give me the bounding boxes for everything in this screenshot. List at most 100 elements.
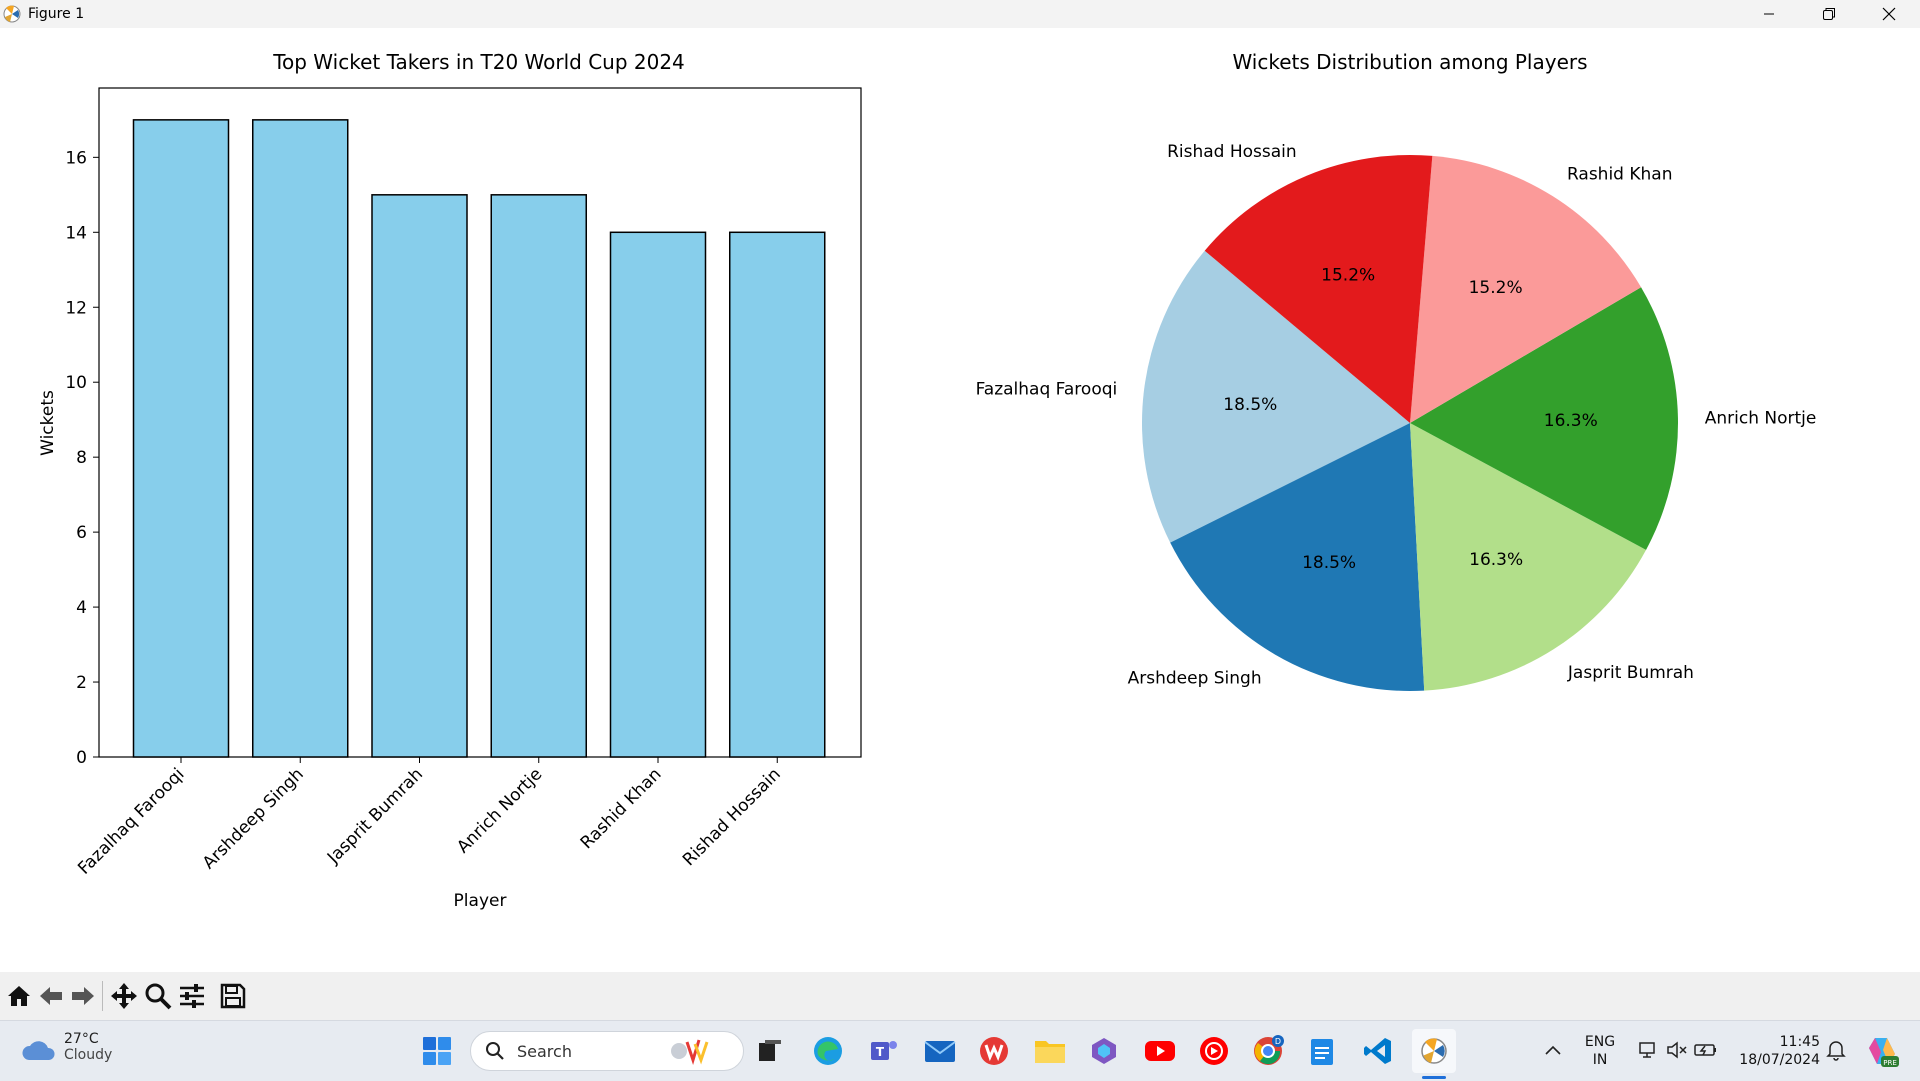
- language-indicator[interactable]: ENG IN: [1580, 1033, 1620, 1069]
- clock-date: 18/07/2024: [1739, 1052, 1820, 1068]
- taskbar-app-youtube[interactable]: [1140, 1033, 1180, 1069]
- pie-slice-fazalhaq-farooqi: [1141, 250, 1410, 543]
- y-tick-label: 12: [65, 298, 87, 318]
- back-arrow-icon: [40, 987, 62, 1005]
- y-tick-label: 14: [65, 223, 87, 243]
- youtube-music-icon: [1200, 1037, 1228, 1065]
- configure-subplots-button[interactable]: [175, 978, 209, 1014]
- task-view-icon: [759, 1040, 781, 1061]
- taskbar-app-edge[interactable]: [808, 1033, 848, 1069]
- matplotlib-toolbar: [0, 972, 1920, 1020]
- home-button[interactable]: [4, 978, 34, 1014]
- y-tick-label: 0: [76, 748, 87, 768]
- pie-slice-arshdeep-singh: [1170, 423, 1425, 691]
- weather-temp: 27°C: [64, 1031, 99, 1047]
- copilot-icon: PRE: [1869, 1038, 1899, 1067]
- y-tick-label: 8: [76, 448, 87, 468]
- restore-icon: [1823, 8, 1835, 20]
- matplotlib-icon: [1421, 1038, 1447, 1064]
- pie-chart-title: Wickets Distribution among Players: [1232, 50, 1587, 74]
- taskbar-app-youtube-music[interactable]: [1194, 1033, 1234, 1069]
- taskbar-search[interactable]: [470, 1031, 744, 1071]
- chevron-up-icon: [1545, 1045, 1561, 1055]
- zoom-icon: [145, 983, 172, 1010]
- copilot-pre-badge: PRE: [1883, 1059, 1897, 1067]
- pie-slice-label: Jasprit Bumrah: [1567, 663, 1694, 683]
- weather-widget[interactable]: [20, 1035, 56, 1065]
- pie-slice-label: Anrich Nortje: [1705, 408, 1817, 428]
- weather-text: 27°C Cloudy: [64, 1031, 112, 1063]
- zoom-button[interactable]: [141, 978, 175, 1014]
- window-titlebar: Figure 1: [0, 0, 1920, 28]
- taskbar-app-notepad[interactable]: [1302, 1033, 1342, 1069]
- save-icon: [220, 983, 246, 1009]
- svg-text:T: T: [876, 1045, 885, 1059]
- bar-jasprit-bumrah: [371, 194, 468, 758]
- taskbar-app-python-figure[interactable]: [1412, 1029, 1456, 1073]
- forward-button[interactable]: [68, 978, 98, 1014]
- bar-fazalhaq-farooqi: [132, 119, 230, 758]
- minimize-button[interactable]: [1740, 0, 1798, 28]
- bar-chart-xlabel: Player: [454, 891, 507, 911]
- close-icon: [1882, 7, 1896, 21]
- windows-taskbar: 27°C Cloudy: [0, 1020, 1920, 1081]
- start-button[interactable]: [418, 1033, 456, 1069]
- configure-subplots-icon: [180, 984, 204, 1008]
- pie-pct-label: 18.5%: [1302, 553, 1356, 573]
- back-button[interactable]: [34, 978, 68, 1014]
- taskbar-app-copilot[interactable]: [1084, 1033, 1124, 1069]
- taskbar-app-vscode[interactable]: [1358, 1033, 1398, 1069]
- figure-canvas[interactable]: Top Wicket Takers in T20 World Cup 2024 …: [0, 28, 1920, 972]
- figure-svg: Top Wicket Takers in T20 World Cup 2024 …: [38, 50, 1817, 911]
- bar-chart-title: Top Wicket Takers in T20 World Cup 2024: [272, 50, 685, 74]
- language-code: ENG: [1584, 1034, 1616, 1050]
- x-tick-label: Rishad Hossain: [679, 764, 785, 870]
- taskbar-app-mail[interactable]: [920, 1033, 960, 1069]
- pie-slice-label: Fazalhaq Farooqi: [976, 379, 1118, 399]
- save-button[interactable]: [213, 978, 253, 1014]
- y-tick-label: 6: [76, 523, 87, 543]
- network-icon: [1639, 1042, 1655, 1058]
- taskbar-app-task-view[interactable]: [752, 1035, 788, 1067]
- taskbar-app-wps[interactable]: [974, 1033, 1014, 1069]
- copilot-app-icon: [1092, 1038, 1116, 1064]
- bell-icon: [1826, 1041, 1846, 1061]
- pie-slice-label: Rashid Khan: [1567, 164, 1673, 184]
- cloud-icon: [22, 1041, 55, 1060]
- taskbar-app-teams[interactable]: T: [864, 1033, 904, 1069]
- window-title: Figure 1: [28, 6, 85, 22]
- bar-arshdeep-singh: [252, 119, 349, 758]
- mail-icon: [924, 1041, 956, 1062]
- bar-chart-ylabel: Wickets: [38, 390, 58, 456]
- pan-button[interactable]: [107, 978, 141, 1014]
- y-tick-label: 10: [65, 373, 87, 393]
- copilot-button[interactable]: PRE: [1862, 1033, 1902, 1069]
- restore-button[interactable]: [1800, 0, 1858, 28]
- matplotlib-icon: [3, 5, 21, 23]
- pie-slice-label: Rishad Hossain: [1167, 142, 1297, 162]
- bar-chart: Top Wicket Takers in T20 World Cup 2024 …: [38, 50, 862, 911]
- system-tray-status[interactable]: [1630, 1037, 1726, 1063]
- pan-icon: [111, 983, 137, 1009]
- vscode-icon: [1364, 1038, 1391, 1064]
- pie-slice-jasprit-bumrah: [1410, 423, 1647, 691]
- close-button[interactable]: [1860, 0, 1918, 28]
- notifications-button[interactable]: [1822, 1037, 1850, 1063]
- wps-office-icon: [980, 1037, 1008, 1065]
- windows-start-icon: [423, 1037, 451, 1065]
- pie-pct-label: 16.3%: [1544, 411, 1598, 431]
- show-hidden-icons-button[interactable]: [1540, 1037, 1566, 1063]
- y-tick-label: 2: [76, 673, 87, 693]
- edge-browser-icon: [814, 1037, 842, 1065]
- forward-arrow-icon: [72, 987, 94, 1005]
- x-tick-label: Arshdeep Singh: [199, 764, 308, 873]
- taskbar-app-file-explorer[interactable]: [1030, 1033, 1070, 1069]
- search-input[interactable]: [515, 1040, 669, 1062]
- pie-pct-label: 18.5%: [1223, 395, 1277, 415]
- pie-slice-anrich-nortje: [1410, 287, 1678, 550]
- pie-pct-label: 16.3%: [1469, 550, 1523, 570]
- bar-rishad-hossain: [729, 231, 826, 758]
- y-tick-label: 4: [76, 598, 87, 618]
- clock[interactable]: 11:45 18/07/2024: [1736, 1033, 1820, 1069]
- taskbar-app-chrome[interactable]: D: [1248, 1033, 1288, 1069]
